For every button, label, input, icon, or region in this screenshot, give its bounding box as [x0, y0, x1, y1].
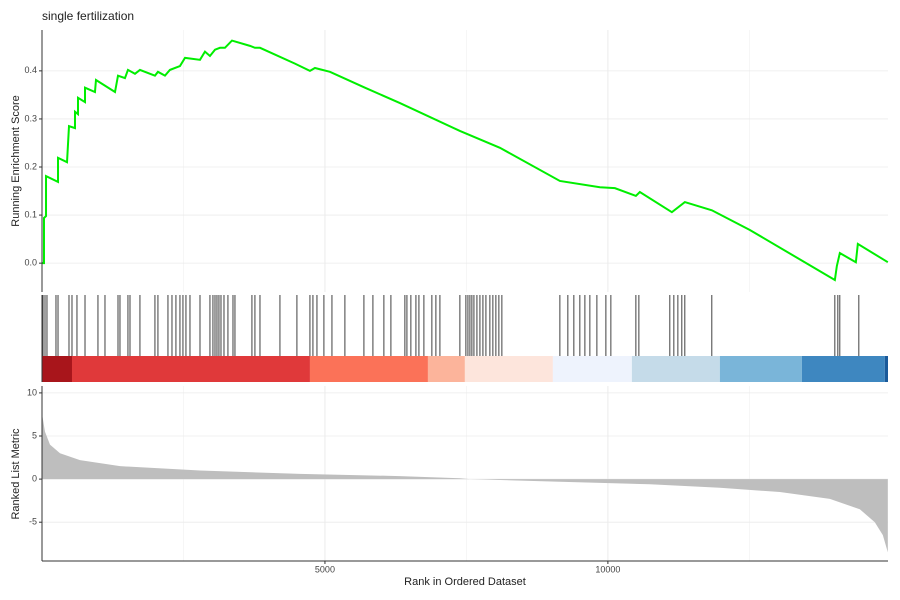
y-tick-label: 5: [32, 430, 37, 440]
y-tick-label: 0.4: [24, 65, 37, 75]
chart-title: single fertilization: [42, 9, 134, 23]
x-tick-label: 5000: [315, 564, 335, 574]
y-axis-label: Ranked List Metric: [10, 428, 22, 520]
x-tick-label: 10000: [595, 564, 620, 574]
rank-band: [427, 356, 465, 382]
y-tick-label: 0: [32, 473, 37, 483]
y-tick-label: 0.0: [24, 258, 37, 268]
y-tick-label: -5: [29, 517, 37, 527]
y-axis-label: Running Enrichment Score: [10, 95, 22, 226]
x-axis-label: Rank in Ordered Dataset: [404, 576, 526, 588]
rank-band: [42, 356, 72, 382]
rank-band: [464, 356, 553, 382]
rank-band: [552, 356, 632, 382]
y-tick-label: 10: [27, 387, 37, 397]
y-tick-label: 0.1: [24, 209, 37, 219]
y-tick-label: 0.2: [24, 161, 37, 171]
running-score-line: [42, 39, 889, 282]
rank-band: [631, 356, 720, 382]
y-tick-label: 0.3: [24, 113, 37, 123]
rank-band: [884, 356, 888, 382]
rank-band: [309, 356, 428, 382]
rank-band: [719, 356, 802, 382]
ranked-metric-area: [42, 413, 888, 553]
rank-band: [71, 356, 310, 382]
rank-band: [801, 356, 885, 382]
